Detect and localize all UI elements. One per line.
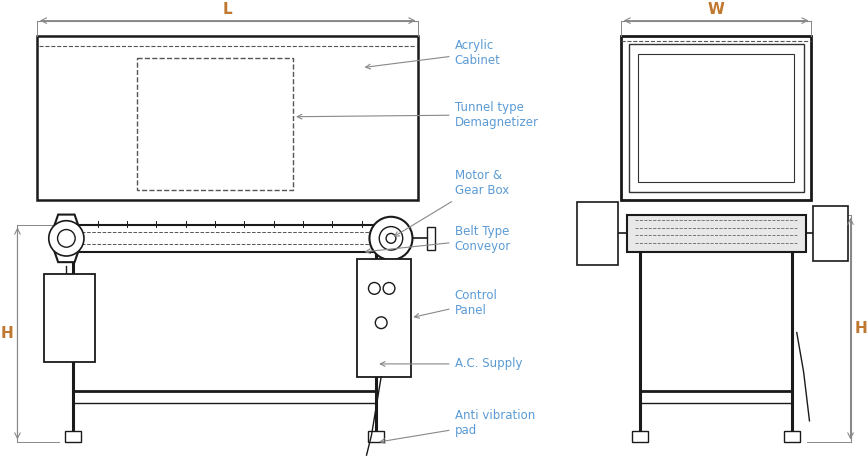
- Circle shape: [375, 317, 387, 328]
- Bar: [357, 259, 411, 377]
- Bar: [44, 274, 95, 362]
- Text: Belt Type
Conveyor: Belt Type Conveyor: [365, 225, 510, 254]
- Bar: [813, 206, 847, 261]
- Polygon shape: [50, 214, 82, 262]
- Circle shape: [383, 282, 395, 294]
- Bar: [628, 44, 804, 192]
- Text: Motor &
Gear Box: Motor & Gear Box: [394, 170, 509, 236]
- Text: Anti vibration
pad: Anti vibration pad: [380, 409, 535, 443]
- Circle shape: [370, 217, 412, 260]
- Bar: [137, 58, 293, 190]
- Bar: [638, 54, 794, 182]
- Bar: [427, 226, 435, 250]
- Circle shape: [49, 221, 84, 256]
- Bar: [576, 202, 618, 265]
- Bar: [65, 431, 81, 443]
- Circle shape: [379, 226, 403, 250]
- Bar: [37, 36, 418, 200]
- Text: W: W: [707, 2, 725, 17]
- Text: Control
Panel: Control Panel: [414, 289, 497, 318]
- Text: A.C. Supply: A.C. Supply: [380, 358, 522, 371]
- Text: H: H: [854, 321, 867, 336]
- Bar: [633, 431, 648, 443]
- Bar: [784, 431, 799, 443]
- Bar: [621, 36, 812, 200]
- Text: Acrylic
Cabinet: Acrylic Cabinet: [365, 39, 501, 69]
- Bar: [369, 431, 385, 443]
- Circle shape: [369, 282, 380, 294]
- Circle shape: [386, 233, 396, 243]
- Text: L: L: [223, 2, 233, 17]
- Text: H: H: [1, 326, 14, 341]
- Bar: [627, 215, 806, 252]
- Text: Tunnel type
Demagnetizer: Tunnel type Demagnetizer: [297, 101, 538, 129]
- Circle shape: [57, 230, 76, 247]
- Bar: [66, 225, 391, 252]
